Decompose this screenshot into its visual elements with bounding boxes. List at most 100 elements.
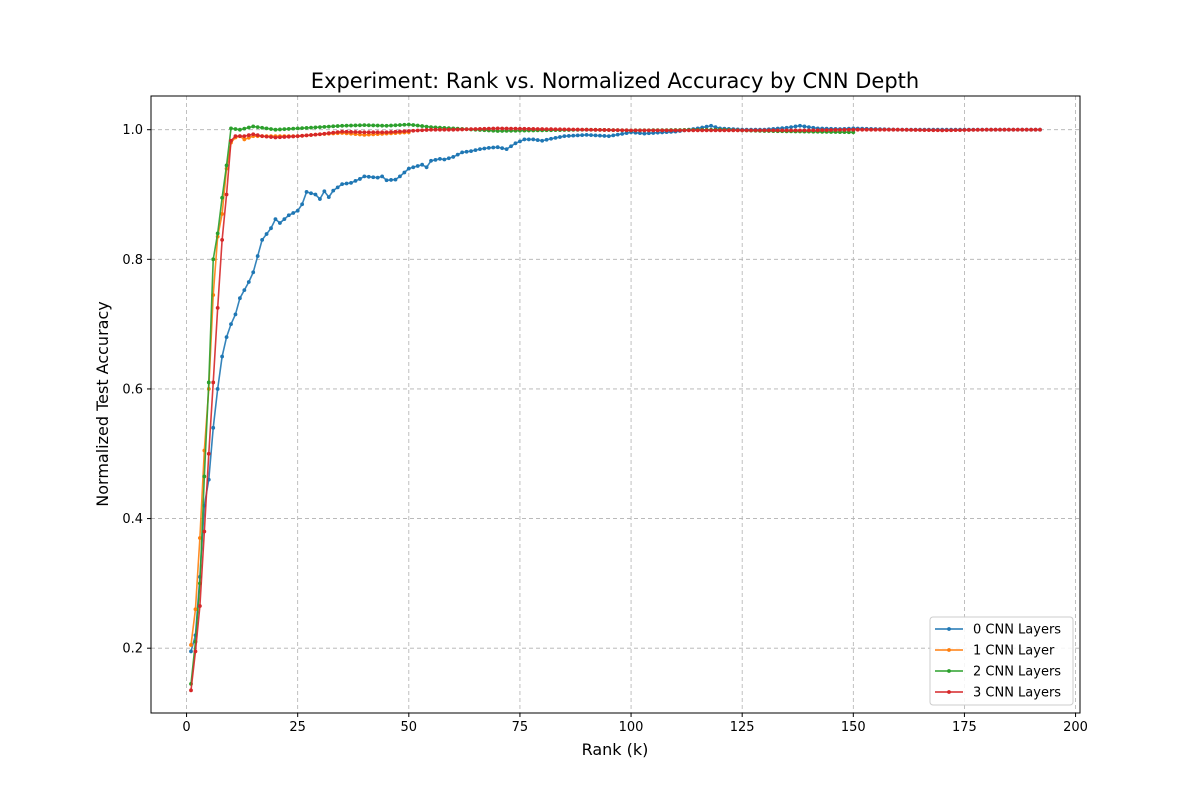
data-point [802,128,807,133]
data-point [718,128,722,133]
data-point [989,127,993,132]
data-point [806,125,811,130]
data-point [811,128,816,133]
grid [151,96,1080,713]
data-point [455,127,460,132]
x-tick-label: 75 [512,720,529,735]
data-point [362,130,367,135]
data-point [349,180,353,185]
y-tick-label: 0.4 [122,512,143,527]
data-point [598,127,602,132]
data-point [189,643,193,647]
data-point [704,128,709,133]
data-point [526,126,531,131]
data-point [442,157,447,162]
data-point [384,130,389,135]
data-point [420,124,425,128]
data-point [411,165,416,170]
data-point [891,127,896,132]
data-point [509,126,513,131]
data-point [446,127,451,132]
data-point [260,125,265,130]
data-point [402,170,407,175]
data-point [393,129,398,134]
data-point [291,134,296,139]
data-point [335,130,340,135]
data-point [224,163,229,168]
data-point [566,127,571,132]
data-point [282,127,287,132]
y-tick-label: 0.6 [122,382,143,397]
data-point [380,130,385,135]
data-point [269,127,273,131]
data-point [842,127,847,132]
x-tick-label: 50 [401,720,418,735]
data-point [518,126,522,131]
data-point [251,124,256,129]
data-point [775,128,780,133]
data-point [615,132,620,137]
data-point [406,129,411,133]
data-point [1024,127,1029,132]
data-point [269,226,273,231]
data-point [869,127,873,132]
legend-item: 0 CNN Layers [935,623,1061,638]
data-point [193,649,198,654]
data-point [424,165,429,170]
data-point [975,127,980,132]
data-point [806,128,811,133]
data-point [211,257,216,262]
data-point [709,128,713,133]
data-point [366,123,371,128]
data-point [318,197,322,201]
data-point [220,212,225,216]
data-point [295,134,300,139]
data-point [504,126,509,131]
data-point [562,127,567,132]
data-point [553,136,558,140]
data-point [233,127,238,131]
data-point [544,127,549,132]
data-point [255,133,260,138]
data-point [300,202,305,207]
data-point [904,127,909,132]
data-point [753,128,758,133]
data-point [451,127,456,132]
x-tick-label: 25 [289,720,306,735]
data-point [873,127,878,132]
data-point [229,126,233,131]
data-point [780,128,785,133]
data-point [660,128,665,133]
data-point [855,127,860,132]
x-tick-label: 0 [182,720,190,735]
data-point [495,126,500,131]
data-point [269,135,273,139]
data-point [744,128,749,133]
data-point [642,131,647,136]
data-point [206,451,211,456]
data-point [384,178,389,183]
data-point [544,137,549,142]
data-point [798,123,802,128]
data-point [918,128,922,132]
data-point [393,177,398,182]
data-point [335,124,340,128]
data-point [229,322,233,327]
data-point [798,128,802,133]
data-point [766,128,771,133]
data-point [398,174,402,179]
data-point [197,604,202,608]
data-point [238,127,242,132]
data-point [402,122,407,127]
data-point [944,128,949,133]
data-point [309,125,313,130]
x-tick-label: 125 [730,720,755,735]
data-point [429,127,433,132]
y-tick-label: 1.0 [122,123,143,138]
data-point [864,127,869,132]
legend-marker [947,690,951,694]
data-point [313,125,318,130]
data-point [242,126,247,131]
data-point [846,127,851,132]
data-point [246,280,251,284]
